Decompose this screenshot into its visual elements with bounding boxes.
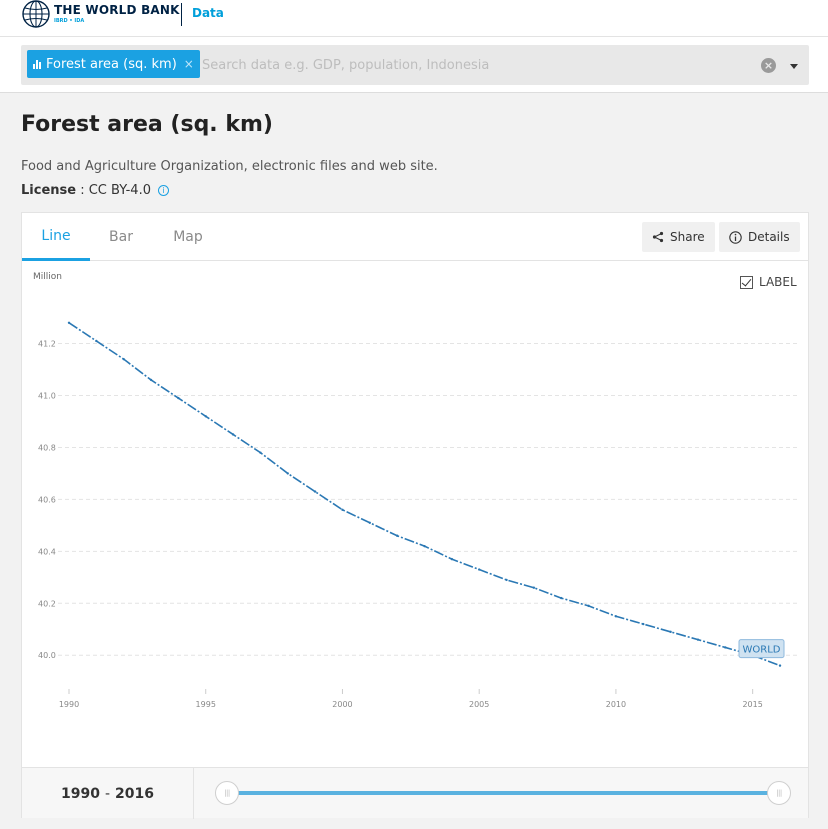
- y-tick-label: 40.8: [38, 443, 56, 452]
- chip-remove-icon[interactable]: ×: [183, 57, 194, 71]
- brand-divider: [181, 3, 182, 26]
- y-tick-label: 41.0: [38, 392, 56, 401]
- indicator-chip[interactable]: Forest area (sq. km) ×: [27, 50, 200, 78]
- tab-line[interactable]: Line: [22, 213, 90, 261]
- range-slider-start-handle[interactable]: |||: [215, 781, 239, 805]
- y-tick-label: 40.2: [38, 599, 56, 608]
- x-tick-label: 1990: [59, 700, 79, 709]
- info-icon[interactable]: i: [157, 185, 169, 196]
- bar-chart-icon: [33, 59, 42, 69]
- data-point[interactable]: [778, 664, 782, 667]
- data-point[interactable]: [231, 433, 235, 436]
- details-button[interactable]: Details: [719, 222, 800, 252]
- data-point[interactable]: [642, 622, 645, 626]
- range-footer: 1990 - 2016 ||| |||: [22, 767, 808, 819]
- info-circle-icon: [729, 230, 742, 244]
- x-tick-label: 2005: [469, 700, 489, 709]
- range-end: 2016: [115, 785, 154, 802]
- series-line-world[interactable]: [68, 322, 781, 667]
- label-checkbox[interactable]: [740, 275, 753, 289]
- y-tick-label: 40.4: [38, 547, 56, 556]
- data-point[interactable]: [395, 534, 399, 537]
- label-toggle[interactable]: LABEL: [740, 275, 797, 289]
- data-point[interactable]: [313, 490, 317, 493]
- search-input[interactable]: [202, 52, 742, 78]
- data-point[interactable]: [614, 615, 618, 618]
- data-point[interactable]: [95, 339, 98, 343]
- data-point[interactable]: [505, 578, 508, 582]
- indicator-chip-label: Forest area (sq. km): [46, 56, 177, 72]
- chart-gridlines: [58, 343, 798, 656]
- data-point[interactable]: [149, 378, 153, 382]
- search-box: Forest area (sq. km) × ×: [21, 45, 809, 85]
- y-axis-ticks: 40.0 40.2 40.4 40.6 40.8 41.0 41.2: [38, 340, 56, 661]
- range-separator: -: [104, 785, 111, 802]
- data-point[interactable]: [450, 557, 454, 561]
- data-point[interactable]: [669, 630, 672, 634]
- chevron-down-icon[interactable]: [790, 64, 798, 69]
- y-tick-label: 40.6: [38, 495, 56, 504]
- page-title: Forest area (sq. km): [21, 112, 273, 137]
- brand-name[interactable]: THE WORLD BANK: [54, 3, 180, 17]
- chart-tabs: Line Bar Map Share Details: [22, 213, 808, 261]
- data-point[interactable]: [368, 521, 372, 524]
- tab-bar[interactable]: Bar: [109, 229, 133, 245]
- clear-search-icon[interactable]: ×: [761, 58, 776, 73]
- license-value: : CC BY-4.0: [76, 183, 151, 198]
- chart-series: WORLD: [67, 321, 785, 667]
- y-tick-label: 40.0: [38, 651, 56, 660]
- data-point[interactable]: [286, 472, 289, 475]
- tab-map[interactable]: Map: [173, 229, 203, 245]
- range-start: 1990: [61, 785, 100, 802]
- x-tick-label: 1995: [196, 700, 216, 709]
- search-area: Forest area (sq. km) × ×: [0, 37, 828, 93]
- data-point[interactable]: [177, 396, 180, 400]
- chart-unit-label: Million: [33, 272, 62, 282]
- x-tick-label: 2015: [742, 700, 762, 709]
- line-chart: Million 40.0 40.2 40.4 40.6 40.8 41.0 41.2 199…: [33, 272, 798, 709]
- data-point[interactable]: [204, 415, 207, 418]
- data-point[interactable]: [259, 451, 262, 454]
- y-tick-label: 41.2: [38, 340, 56, 349]
- data-point[interactable]: [477, 568, 481, 571]
- share-icon: [652, 231, 664, 243]
- top-bar: THE WORLD BANK IBRD • IDA Data: [0, 0, 828, 37]
- data-point[interactable]: [532, 586, 536, 589]
- details-label: Details: [748, 230, 790, 244]
- x-tick-label: 2000: [332, 700, 352, 709]
- data-point[interactable]: [67, 321, 71, 324]
- data-point[interactable]: [341, 508, 344, 511]
- label-toggle-text: LABEL: [759, 275, 797, 289]
- range-slider-end-handle[interactable]: |||: [767, 781, 791, 805]
- data-point[interactable]: [423, 544, 426, 548]
- brand-subtitle: IBRD • IDA: [54, 18, 85, 24]
- share-label: Share: [670, 230, 705, 244]
- series-end-label: WORLD: [743, 645, 781, 656]
- data-point[interactable]: [560, 596, 563, 600]
- source-text: Food and Agriculture Organization, elect…: [21, 159, 438, 174]
- chart-card: Line Bar Map Share Details LABEL Million…: [21, 212, 809, 819]
- section-link-data[interactable]: Data: [192, 6, 224, 20]
- range-slider-track[interactable]: [228, 791, 778, 795]
- license-label: License: [21, 183, 77, 198]
- world-bank-globe-icon[interactable]: [21, 0, 51, 30]
- x-axis-ticks: 1990 1995 2000 2005 2010 2015: [59, 689, 763, 709]
- data-point[interactable]: [122, 357, 125, 361]
- share-button[interactable]: Share: [642, 222, 715, 252]
- series-end-label-box: [738, 639, 785, 659]
- data-point[interactable]: [696, 638, 700, 641]
- data-point[interactable]: [587, 604, 590, 608]
- x-tick-label: 2010: [606, 700, 626, 709]
- license-line: License : CC BY-4.0 i: [21, 183, 169, 198]
- range-label: 1990 - 2016: [22, 768, 194, 819]
- data-point[interactable]: [724, 646, 727, 649]
